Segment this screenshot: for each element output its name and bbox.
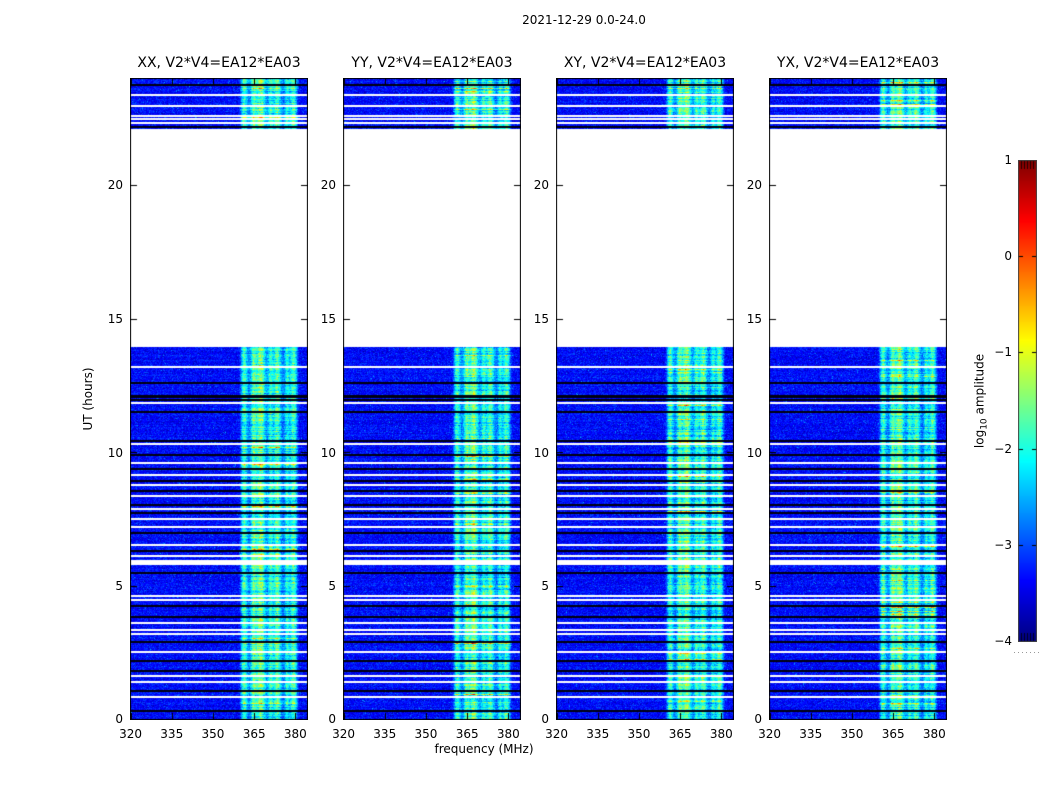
panel-title-xx: XX, V2*V4=EA12*EA03 [137, 55, 301, 71]
y-axis-label: UT (hours) [81, 367, 95, 431]
y-tick-label: 0 [328, 712, 336, 726]
y-tick-label: 10 [746, 445, 762, 460]
colorbar-tick-label: 1 [1004, 153, 1012, 167]
y-tick-label: 20 [533, 178, 549, 192]
spectrogram-panel-yy: YY, V2*V4=EA12*EA03 [343, 55, 521, 720]
x-tick-label: 320 [545, 727, 568, 741]
x-tick-label: 335 [799, 727, 823, 741]
x-tick-label: 365 [881, 727, 905, 741]
colorbar-tick-label: −1 [994, 345, 1012, 359]
spectrogram-canvas-xx [130, 78, 308, 720]
panel-title-yy: YY, V2*V4=EA12*EA03 [351, 55, 513, 71]
x-axis-label: frequency (MHz) [434, 742, 534, 756]
x-tick-label: 380 [922, 727, 946, 741]
y-tick-label: 20 [746, 178, 762, 192]
panel-title-yx: YX, V2*V4=EA12*EA03 [776, 55, 940, 71]
y-tick-label: 5 [328, 579, 336, 594]
colorbar-label-suffix: amplitude [972, 353, 987, 419]
x-tick-label: 380 [283, 727, 307, 741]
y-tick-label: 10 [107, 445, 123, 460]
x-tick-label: 365 [668, 727, 692, 741]
x-tick-label: 350 [201, 727, 225, 741]
y-tick-label: 15 [320, 311, 336, 326]
y-tick-label: 5 [754, 579, 762, 594]
y-tick-label: 5 [115, 579, 123, 594]
x-tick-label: 350 [840, 727, 864, 741]
y-tick-label: 0 [115, 712, 123, 726]
x-tick-label: 365 [242, 727, 266, 741]
x-tick-label: 350 [627, 727, 651, 741]
y-tick-label: 15 [533, 311, 549, 326]
x-tick-label: 365 [455, 727, 479, 741]
y-tick-label: 15 [107, 311, 123, 326]
panel-title-xy: XY, V2*V4=EA12*EA03 [563, 55, 727, 71]
y-tick-label: 20 [107, 178, 123, 192]
colorbar-tick-label: −3 [994, 538, 1012, 552]
y-tick-label: 15 [746, 311, 762, 326]
spectrogram-panel-xx: XX, V2*V4=EA12*EA03 [130, 55, 308, 720]
x-tick-label: 320 [119, 727, 142, 741]
spectrogram-panel-xy: XY, V2*V4=EA12*EA03 [556, 55, 734, 720]
colorbar-tick-label: 0 [1004, 249, 1012, 263]
x-tick-label: 350 [414, 727, 438, 741]
spectrogram-panel-yx: YX, V2*V4=EA12*EA03 [769, 55, 947, 720]
x-tick-label: 320 [758, 727, 781, 741]
spectrogram-canvas-xy [556, 78, 734, 720]
x-tick-label: 380 [496, 727, 520, 741]
colorbar-tick-label: −2 [994, 442, 1012, 456]
y-tick-label: 0 [754, 712, 762, 726]
y-tick-label: 0 [541, 712, 549, 726]
figure-title: 2021-12-29 0.0-24.0 [522, 13, 646, 27]
colorbar-end-dots [1014, 652, 1042, 653]
y-tick-label: 10 [320, 445, 336, 460]
y-tick-label: 5 [541, 579, 549, 594]
colorbar-tick-label: −4 [994, 634, 1012, 648]
spectrogram-canvas-yx [769, 78, 947, 720]
x-tick-label: 335 [586, 727, 610, 741]
colorbar-label-subscript: 10 [979, 418, 990, 430]
y-tick-label: 20 [320, 178, 336, 192]
colorbar-axis-label: log10 amplitude [972, 354, 989, 448]
x-tick-label: 380 [709, 727, 733, 741]
x-tick-label: 320 [332, 727, 355, 741]
x-tick-label: 335 [160, 727, 184, 741]
x-tick-label: 335 [373, 727, 397, 741]
y-tick-label: 10 [533, 445, 549, 460]
colorbar [1018, 160, 1037, 642]
spectrogram-canvas-yy [343, 78, 521, 720]
